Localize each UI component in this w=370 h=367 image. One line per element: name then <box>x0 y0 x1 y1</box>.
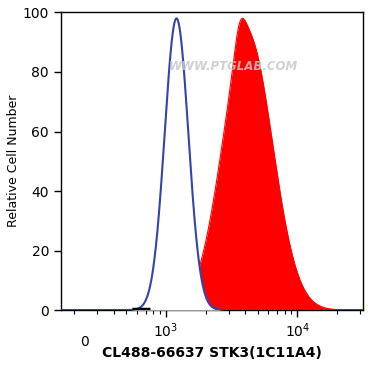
X-axis label: CL488-66637 STK3(1C11A4): CL488-66637 STK3(1C11A4) <box>102 346 322 360</box>
Y-axis label: Relative Cell Number: Relative Cell Number <box>7 95 20 228</box>
Text: WWW.PTGLAB.COM: WWW.PTGLAB.COM <box>168 59 298 73</box>
Text: 0: 0 <box>80 335 89 349</box>
